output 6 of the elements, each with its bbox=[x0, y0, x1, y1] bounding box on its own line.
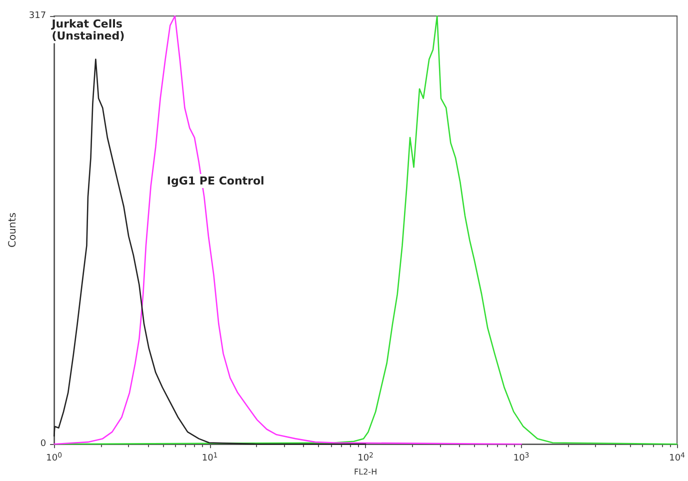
series-label: IgG1 PE Control bbox=[166, 174, 264, 188]
y-tick-label: 0 bbox=[40, 439, 46, 450]
text: Jurkat Cells (Unstained) bbox=[50, 18, 125, 43]
x-axis-title: FL2-H bbox=[354, 468, 378, 476]
y-axis-title: Counts bbox=[8, 212, 18, 248]
y-tick-label: 317 bbox=[28, 11, 46, 21]
